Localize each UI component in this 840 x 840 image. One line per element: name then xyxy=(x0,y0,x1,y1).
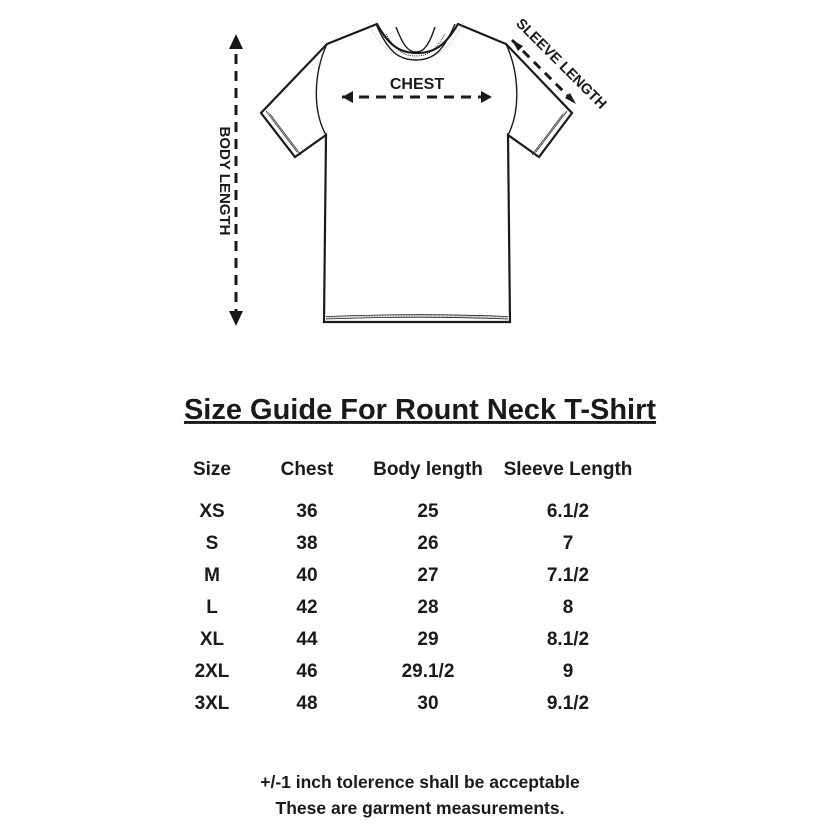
svg-text:29.1/2: 29.1/2 xyxy=(402,661,455,682)
svg-text:38: 38 xyxy=(296,533,317,554)
svg-text:28: 28 xyxy=(417,597,438,618)
svg-text:Chest: Chest xyxy=(281,459,334,480)
svg-text:2XL: 2XL xyxy=(195,661,230,682)
svg-text:XS: XS xyxy=(199,501,224,522)
svg-text:46: 46 xyxy=(296,661,317,682)
svg-text:44: 44 xyxy=(296,629,318,650)
svg-text:XL: XL xyxy=(200,629,225,650)
svg-text:3XL: 3XL xyxy=(195,693,230,714)
svg-text:L: L xyxy=(206,597,218,618)
svg-text:These are garment measurements: These are garment measurements. xyxy=(276,798,565,818)
svg-text:6.1/2: 6.1/2 xyxy=(547,501,589,522)
svg-text:9.1/2: 9.1/2 xyxy=(547,693,589,714)
svg-text:S: S xyxy=(206,533,219,554)
svg-text:8.1/2: 8.1/2 xyxy=(547,629,589,650)
svg-text:CHEST: CHEST xyxy=(390,76,444,93)
svg-text:Body length: Body length xyxy=(373,459,483,480)
svg-text:BODY LENGTH: BODY LENGTH xyxy=(216,127,233,236)
svg-text:9: 9 xyxy=(563,661,574,682)
svg-text:8: 8 xyxy=(563,597,574,618)
svg-text:M: M xyxy=(204,565,220,586)
svg-text:27: 27 xyxy=(417,565,438,586)
svg-text:30: 30 xyxy=(417,693,438,714)
svg-text:48: 48 xyxy=(296,693,317,714)
svg-text:36: 36 xyxy=(296,501,317,522)
svg-text:Size Guide For Rount Neck T-Sh: Size Guide For Rount Neck T-Shirt xyxy=(184,394,656,426)
svg-text:+/-1 inch tolerence shall be a: +/-1 inch tolerence shall be acceptable xyxy=(260,772,580,792)
svg-text:Sleeve Length: Sleeve Length xyxy=(504,459,633,480)
svg-text:29: 29 xyxy=(417,629,438,650)
svg-text:Size: Size xyxy=(193,459,231,480)
svg-text:40: 40 xyxy=(296,565,317,586)
svg-text:7: 7 xyxy=(563,533,574,554)
svg-text:7.1/2: 7.1/2 xyxy=(547,565,589,586)
svg-text:42: 42 xyxy=(296,597,317,618)
svg-text:26: 26 xyxy=(417,533,438,554)
svg-text:25: 25 xyxy=(417,501,439,522)
